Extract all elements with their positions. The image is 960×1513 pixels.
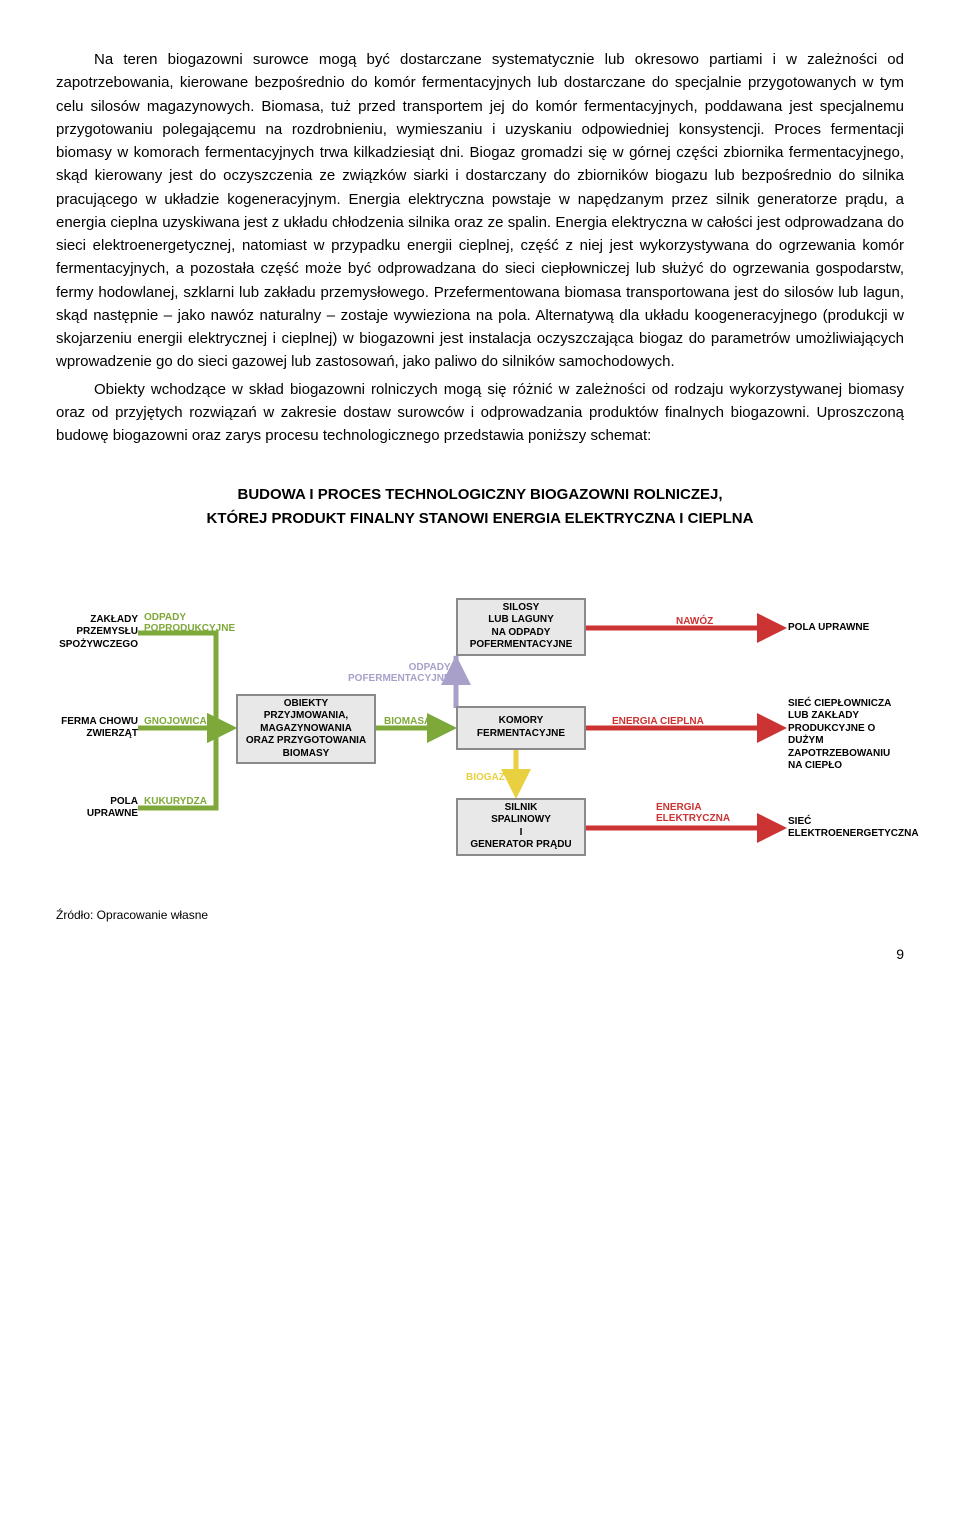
- label-siec-elektro: SIEĆELEKTROENERGETYCZNA: [788, 816, 908, 841]
- edge-nawoz: NAWÓZ: [676, 614, 713, 630]
- paragraph-1: Na teren biogazowni surowce mogą być dos…: [56, 48, 904, 374]
- edge-kukurydza: KUKURYDZA: [144, 794, 207, 810]
- diagram-title-line1: BUDOWA I PROCES TECHNOLOGICZNY BIOGAZOWN…: [237, 486, 722, 503]
- edge-biogaz: BIOGAZ: [466, 770, 505, 786]
- edge-odpady-pof: ODPADYPOFERMENTACYJNE: [348, 662, 451, 684]
- node-silnik: SILNIKSPALINOWYIGENERATOR PRĄDU: [456, 798, 586, 856]
- diagram-title: BUDOWA I PROCES TECHNOLOGICZNY BIOGAZOWN…: [56, 483, 904, 530]
- label-ferma: FERMA CHOWUZWIERZĄT: [56, 716, 138, 741]
- label-pola-l: POLAUPRAWNE: [56, 796, 138, 821]
- diagram: ZAKŁADYPRZEMYSŁUSPOŻYWCZEGO FERMA CHOWUZ…: [56, 548, 904, 888]
- paragraph-2: Obiekty wchodzące w skład biogazowni rol…: [56, 378, 904, 448]
- edge-en-elektr: ENERGIAELEKTRYCZNA: [656, 802, 730, 824]
- label-pola-r: POLA UPRAWNE: [788, 622, 904, 635]
- node-obiekty: OBIEKTYPRZYJMOWANIA,MAGAZYNOWANIAORAZ PR…: [236, 694, 376, 764]
- edge-biomasa: BIOMASA: [384, 714, 431, 730]
- page-number: 9: [56, 944, 904, 966]
- node-komory: KOMORYFERMENTACYJNE: [456, 706, 586, 750]
- label-zaklady: ZAKŁADYPRZEMYSŁUSPOŻYWCZEGO: [56, 614, 138, 652]
- edge-en-cieplna: ENERGIA CIEPLNA: [612, 714, 704, 730]
- node-silosy: SILOSYLUB LAGUNYNA ODPADYPOFERMENTACYJNE: [456, 598, 586, 656]
- label-siec-cieplo: SIEĆ CIEPŁOWNICZALUB ZAKŁADYPRODUKCYJNE …: [788, 698, 904, 773]
- source-footer: Źródło: Opracowanie własne: [56, 906, 904, 925]
- edge-gnojowica: GNOJOWICA: [144, 714, 207, 730]
- diagram-title-line2: KTÓREJ PRODUKT FINALNY STANOWI ENERGIA E…: [207, 510, 754, 527]
- edge-odpady-pop: ODPADYPOPRODUKCYJNE: [144, 612, 235, 634]
